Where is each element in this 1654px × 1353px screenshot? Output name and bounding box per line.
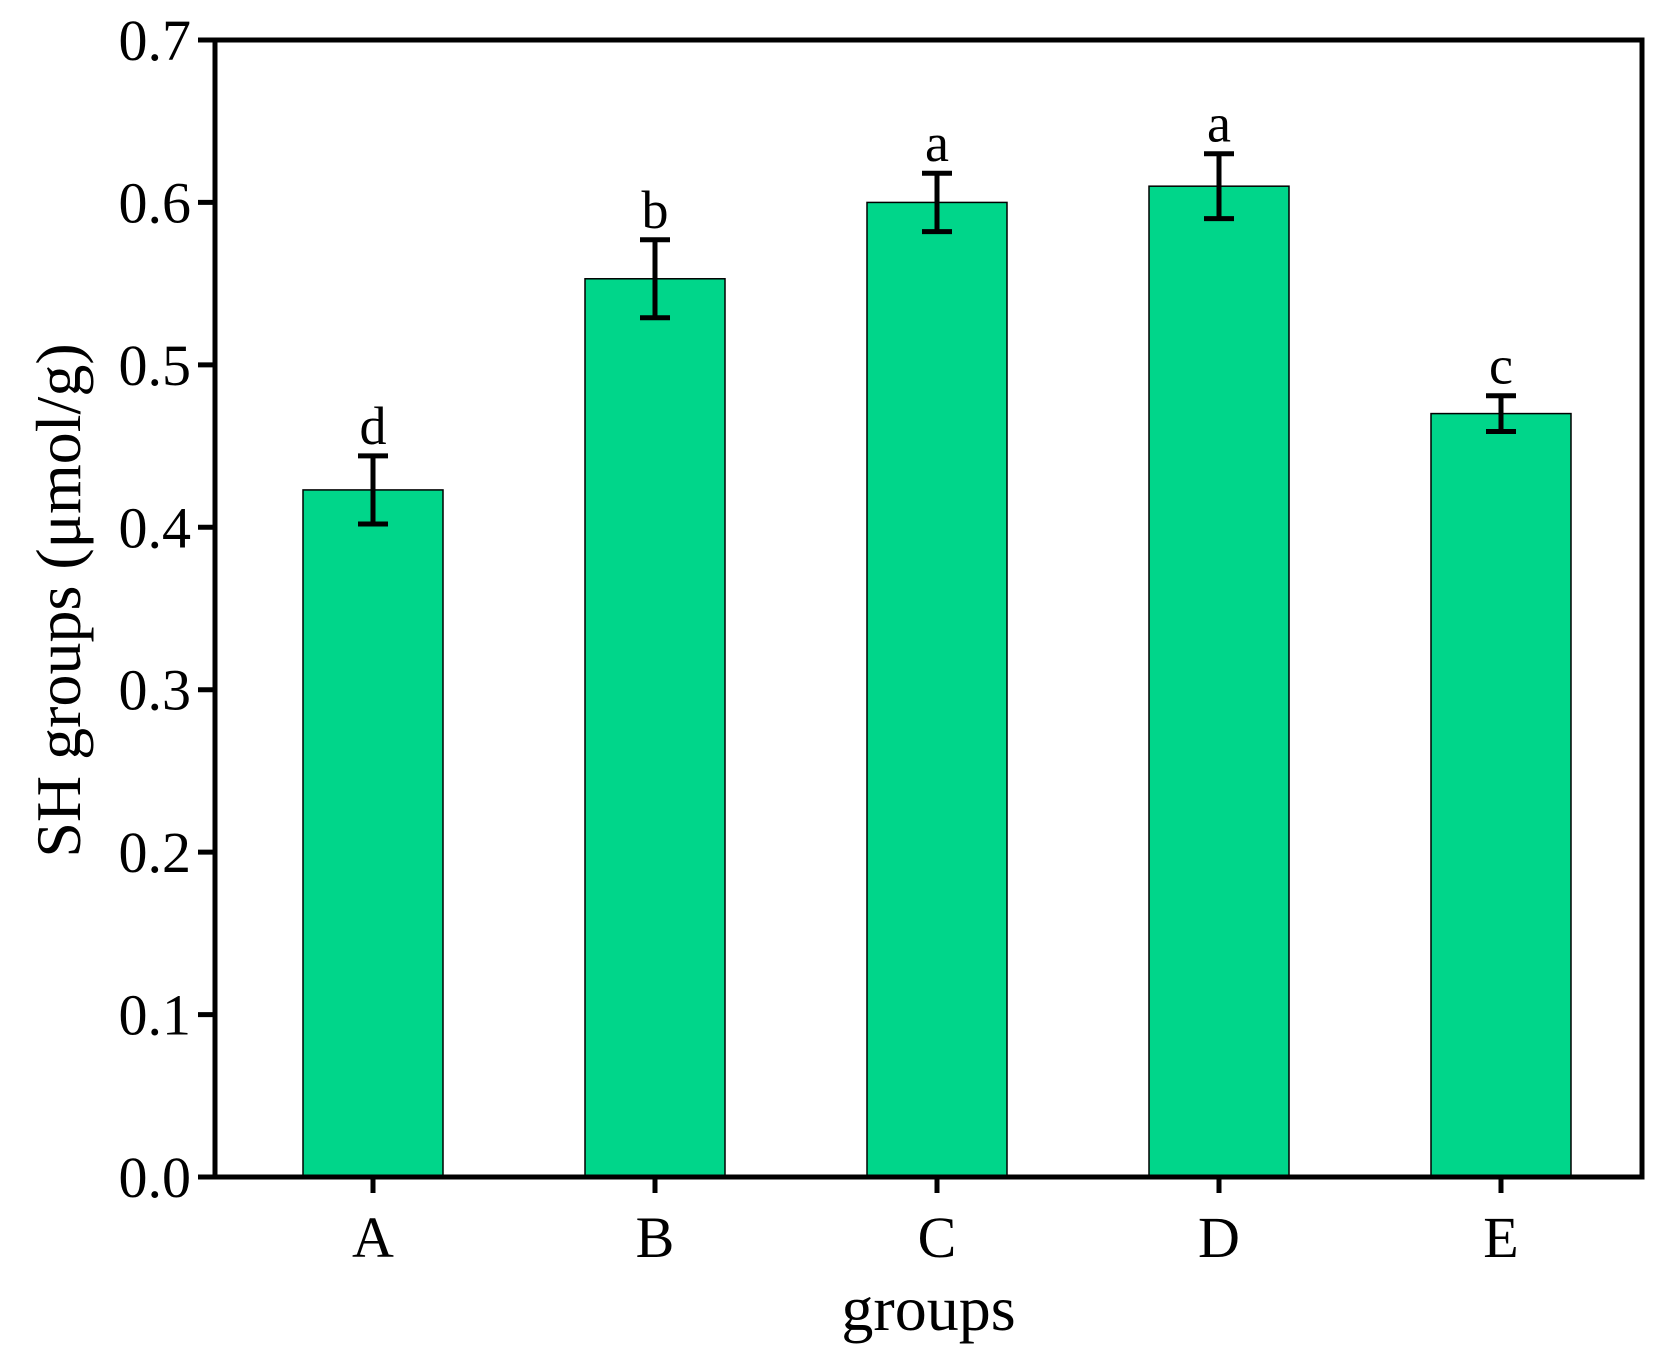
error-bars-layer [358,151,1516,527]
bar-A [302,489,444,1178]
x-tick-label-C: C [918,1205,957,1270]
bars-layer [302,185,1572,1178]
y-tick-label: 0.3 [119,658,192,723]
x-axis-ticks: A B C D E [352,1177,1519,1270]
significance-label-B: b [642,180,669,240]
bar-E [1430,412,1572,1178]
bar-C [866,201,1008,1178]
y-tick-label: 0.2 [119,820,192,885]
error-bar-C [922,170,952,235]
x-tick-label-D: D [1198,1205,1240,1270]
significance-label-C: a [925,113,949,173]
error-bar-B [640,237,670,321]
significance-label-E: c [1489,336,1513,396]
error-bar-D [1204,151,1234,222]
y-tick-label: 0.1 [119,983,192,1048]
bar-D [1148,185,1290,1178]
y-tick-label: 0.7 [119,8,192,73]
x-tick-label-E: E [1483,1205,1518,1270]
y-tick-label: 0.5 [119,333,192,398]
y-axis-ticks: 0.0 0.1 0.2 0.3 0.4 0.5 0.6 0.7 [119,8,215,1210]
y-axis-title: SH groups (μmol/g) [23,343,94,857]
x-tick-label-A: A [352,1205,394,1270]
x-axis-title: groups [841,1273,1015,1344]
error-bar-A [358,453,388,527]
plot-frame [212,37,1645,1180]
significance-label-A: d [360,396,387,456]
bar-B [584,278,726,1178]
error-bar-E [1486,393,1516,434]
y-tick-label: 0.4 [119,495,192,560]
significance-labels-layer: d b a a c [360,94,1513,456]
significance-label-D: a [1207,94,1231,154]
x-tick-label-B: B [636,1205,675,1270]
y-tick-label: 0.0 [119,1145,192,1210]
y-tick-label: 0.6 [119,170,192,235]
